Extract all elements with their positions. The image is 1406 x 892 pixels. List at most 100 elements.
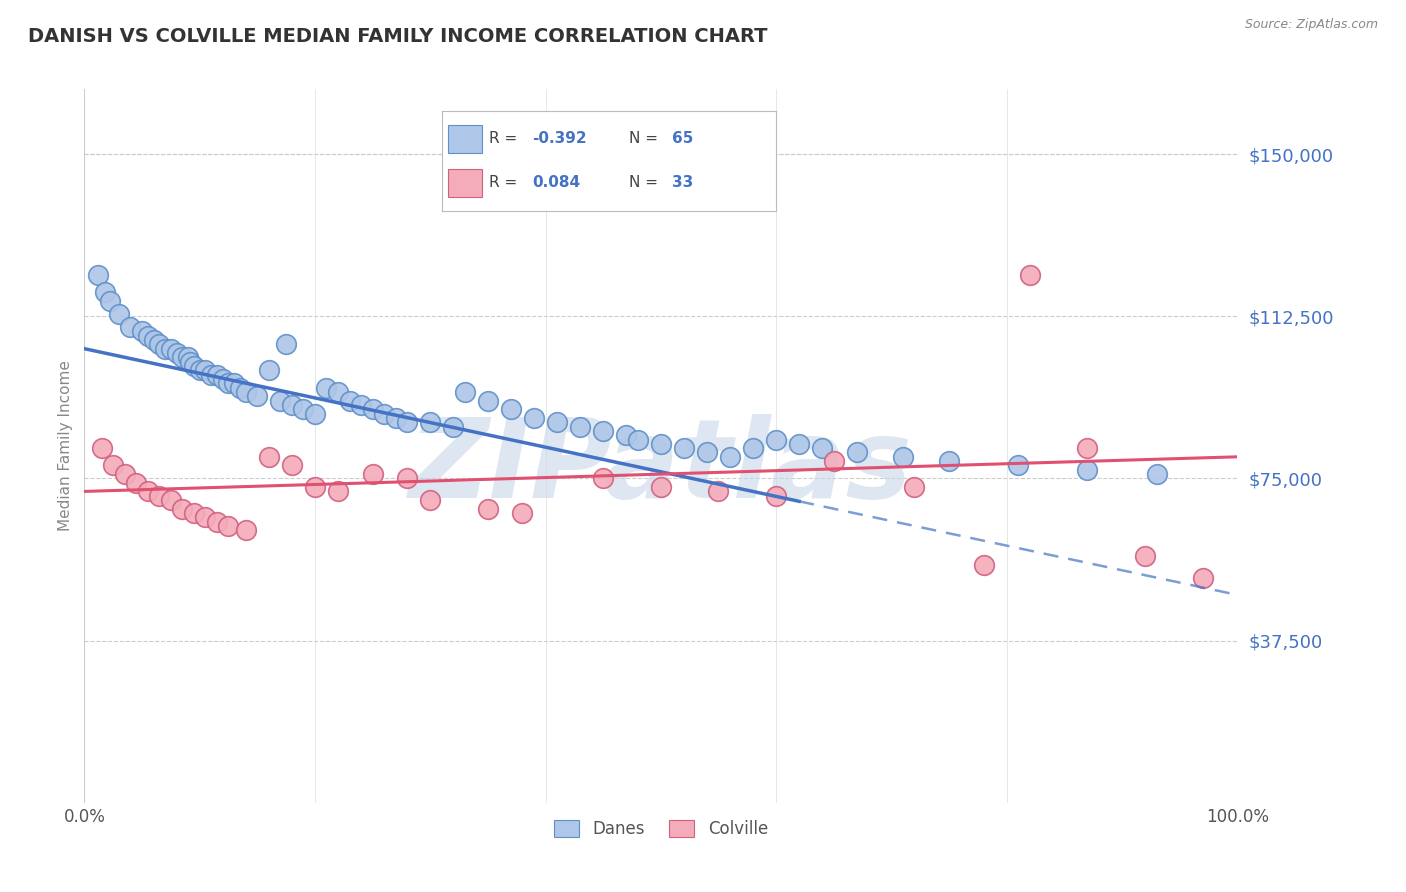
- Point: [120, 320, 142, 334]
- Point: [396, 415, 419, 429]
- Point: [229, 381, 252, 395]
- Point: [183, 359, 205, 373]
- Point: [477, 393, 499, 408]
- Point: [98, 294, 121, 309]
- Point: [200, 368, 222, 382]
- Point: [257, 363, 280, 377]
- Point: [166, 346, 188, 360]
- Point: [160, 342, 183, 356]
- Point: [108, 307, 131, 321]
- Point: [257, 450, 280, 464]
- Point: [205, 515, 228, 529]
- Point: [499, 402, 522, 417]
- Point: [891, 450, 914, 464]
- Point: [87, 268, 110, 282]
- Point: [304, 407, 326, 421]
- Text: DANISH VS COLVILLE MEDIAN FAMILY INCOME CORRELATION CHART: DANISH VS COLVILLE MEDIAN FAMILY INCOME …: [28, 27, 768, 45]
- Point: [650, 437, 672, 451]
- Point: [419, 415, 441, 429]
- Point: [350, 398, 373, 412]
- Point: [1076, 441, 1098, 455]
- Point: [339, 393, 361, 408]
- Point: [811, 441, 834, 455]
- Point: [281, 458, 304, 473]
- Point: [235, 524, 257, 538]
- Point: [823, 454, 845, 468]
- Point: [384, 410, 406, 425]
- Point: [179, 354, 201, 368]
- Point: [315, 381, 337, 395]
- Point: [1191, 571, 1213, 585]
- Point: [419, 493, 441, 508]
- Point: [246, 389, 269, 403]
- Point: [523, 410, 546, 425]
- Point: [218, 519, 240, 533]
- Point: [94, 285, 117, 300]
- Point: [326, 384, 349, 399]
- Point: [114, 467, 136, 482]
- Text: Source: ZipAtlas.com: Source: ZipAtlas.com: [1244, 18, 1378, 31]
- Point: [672, 441, 695, 455]
- Point: [125, 475, 148, 490]
- Point: [614, 428, 637, 442]
- Point: [718, 450, 741, 464]
- Point: [696, 445, 718, 459]
- Point: [765, 433, 787, 447]
- Point: [973, 558, 995, 572]
- Point: [592, 424, 614, 438]
- Point: [627, 433, 650, 447]
- Point: [177, 351, 200, 365]
- Point: [1007, 458, 1029, 473]
- Point: [235, 384, 257, 399]
- Point: [142, 333, 165, 347]
- Point: [153, 342, 176, 356]
- Point: [188, 363, 211, 377]
- Point: [194, 510, 217, 524]
- Point: [172, 351, 194, 365]
- Point: [281, 398, 304, 412]
- Point: [276, 337, 298, 351]
- Legend: Danes, Colville: Danes, Colville: [547, 813, 775, 845]
- Point: [131, 325, 153, 339]
- Point: [396, 471, 419, 485]
- Point: [650, 480, 672, 494]
- Point: [90, 441, 112, 455]
- Point: [361, 402, 384, 417]
- Point: [292, 402, 315, 417]
- Point: [903, 480, 925, 494]
- Point: [742, 441, 765, 455]
- Point: [148, 337, 170, 351]
- Point: [326, 484, 349, 499]
- Point: [148, 489, 170, 503]
- Point: [454, 384, 477, 399]
- Point: [441, 419, 464, 434]
- Point: [1018, 268, 1040, 282]
- Point: [136, 484, 159, 499]
- Point: [1076, 463, 1098, 477]
- Point: [361, 467, 384, 482]
- Point: [512, 506, 534, 520]
- Point: [845, 445, 868, 459]
- Point: [1133, 549, 1156, 564]
- Point: [211, 372, 233, 386]
- Point: [765, 489, 787, 503]
- Point: [269, 393, 291, 408]
- Point: [477, 501, 499, 516]
- Point: [224, 376, 246, 391]
- Point: [194, 363, 217, 377]
- Point: [218, 376, 240, 391]
- Point: [787, 437, 810, 451]
- Text: ZIPatlas: ZIPatlas: [409, 414, 912, 521]
- Point: [183, 506, 205, 520]
- Point: [136, 328, 159, 343]
- Point: [707, 484, 730, 499]
- Point: [938, 454, 960, 468]
- Point: [546, 415, 568, 429]
- Point: [592, 471, 614, 485]
- Point: [569, 419, 592, 434]
- Point: [103, 458, 124, 473]
- Point: [160, 493, 183, 508]
- Y-axis label: Median Family Income: Median Family Income: [58, 360, 73, 532]
- Point: [1146, 467, 1168, 482]
- Point: [373, 407, 395, 421]
